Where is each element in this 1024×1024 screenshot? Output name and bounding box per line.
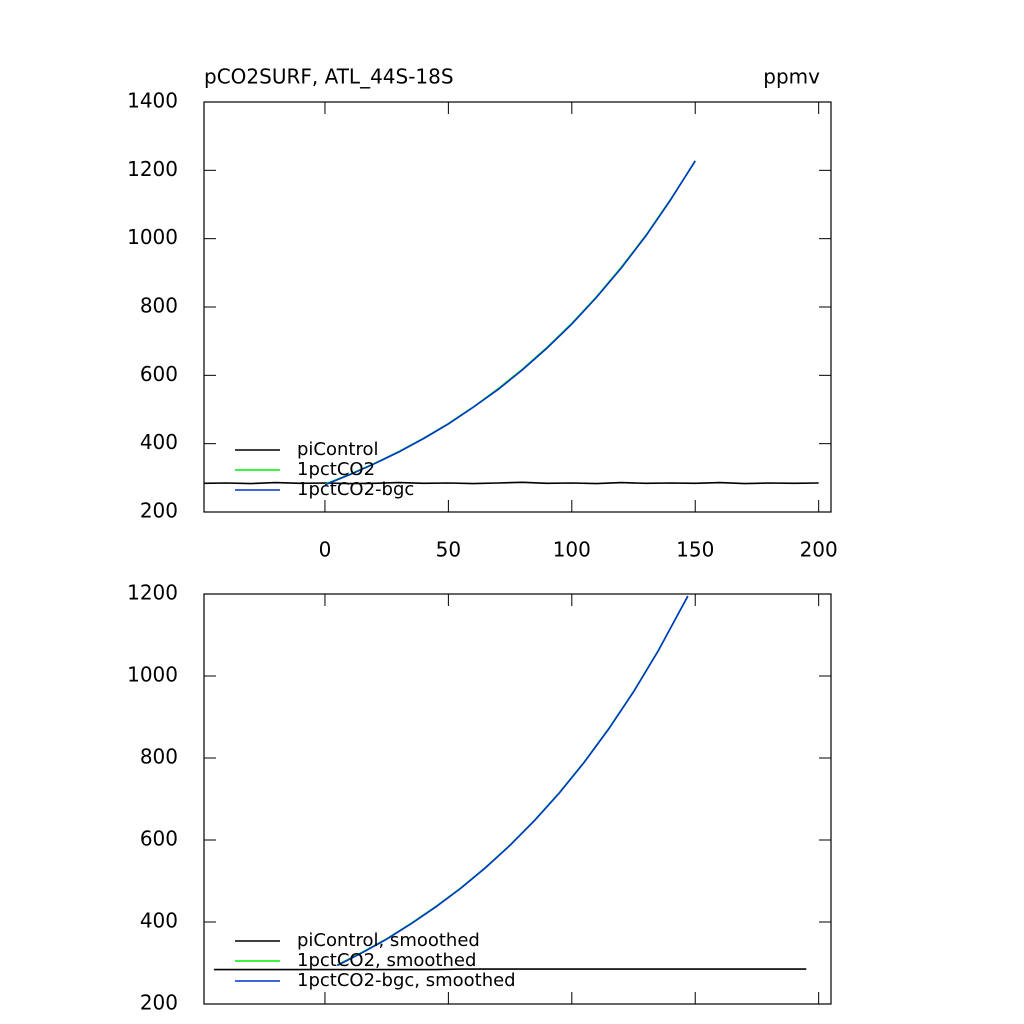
x-tick-label: 200 (800, 538, 838, 562)
units-label: ppmv (763, 65, 820, 89)
series-line (324, 160, 696, 486)
series-line (324, 160, 696, 486)
legend-label: 1pctCO2 (297, 459, 375, 480)
x-tick-label: 50 (436, 538, 461, 562)
series-line (336, 596, 689, 966)
series-line (213, 968, 807, 971)
y-tick-label: 1200 (127, 157, 178, 181)
y-tick-label: 600 (140, 827, 178, 851)
series-line (336, 595, 689, 967)
y-tick-label: 200 (140, 991, 178, 1015)
series-line (203, 481, 819, 485)
y-tick-label: 1400 (127, 89, 178, 113)
x-tick-label: 0 (319, 538, 332, 562)
legend-label: 1pctCO2-bgc, smoothed (297, 970, 516, 991)
legend-label: piControl, smoothed (297, 930, 480, 951)
y-tick-label: 400 (140, 909, 178, 933)
legend-label: 1pctCO2, smoothed (297, 950, 476, 971)
y-tick-label: 400 (140, 430, 178, 454)
y-tick-label: 600 (140, 362, 178, 386)
y-tick-label: 1000 (127, 663, 178, 687)
x-tick-label: 150 (676, 538, 714, 562)
legend-label: piControl (297, 439, 379, 460)
y-tick-label: 800 (140, 294, 178, 318)
y-tick-label: 200 (140, 499, 178, 523)
y-tick-label: 800 (140, 745, 178, 769)
legend-label: 1pctCO2-bgc (297, 479, 414, 500)
y-tick-label: 1200 (127, 581, 178, 605)
plot-frame (203, 593, 832, 1005)
y-tick-label: 1000 (127, 225, 178, 249)
x-tick-label: 100 (553, 538, 591, 562)
chart-title: pCO2SURF, ATL_44S-18S (204, 65, 454, 89)
